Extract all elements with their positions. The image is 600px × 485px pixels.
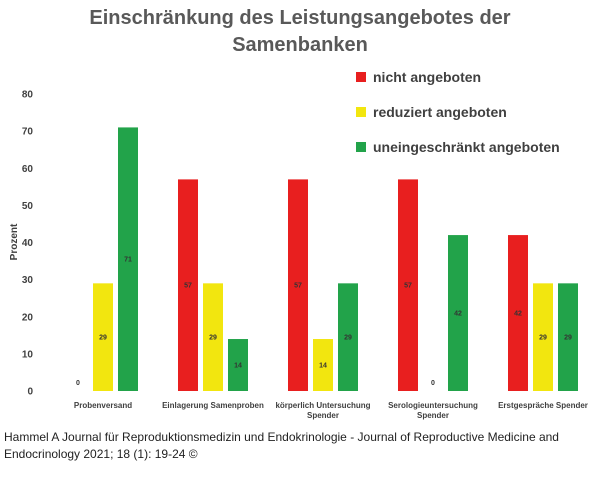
bar (288, 179, 308, 391)
bar-value-label: 29 (99, 335, 107, 342)
bar-value-label: 29 (539, 335, 547, 342)
y-tick-label: 80 (22, 90, 34, 101)
y-tick-label: 20 (22, 312, 34, 323)
x-axis-labels: Probenversand Einlagerung Samenproben körp… (74, 401, 588, 420)
bar (558, 283, 578, 391)
x-category-label: Einlagerung Samenproben (162, 401, 264, 410)
bar-value-label: 0 (431, 380, 435, 387)
bar (338, 283, 358, 391)
bar (203, 283, 223, 391)
legend-swatch (356, 142, 366, 152)
bar-value-label: 29 (344, 335, 352, 342)
bar (228, 339, 248, 391)
y-tick-label: 40 (22, 238, 34, 249)
x-category-label: Spender (417, 411, 449, 420)
x-category-label: Probenversand (74, 401, 132, 410)
bar-value-label: 29 (564, 335, 572, 342)
bar (178, 179, 198, 391)
bar-value-label: 29 (209, 335, 217, 342)
x-category-label: körperlich Untersuchung (275, 401, 370, 410)
y-tick-label: 50 (22, 201, 34, 212)
x-category-label: Spender (307, 411, 339, 420)
bar-chart: Einschränkung des Leistungsangebotes der… (9, 7, 588, 420)
bar (448, 235, 468, 391)
bar (313, 339, 333, 391)
bar-value-label: 42 (514, 311, 522, 318)
bar (508, 235, 528, 391)
bar (93, 283, 113, 391)
bar-value-label: 57 (404, 283, 412, 290)
bar (533, 283, 553, 391)
chart-title-line-2: Samenbanken (232, 34, 368, 56)
legend-swatch (356, 72, 366, 82)
y-axis-label: Prozent (9, 223, 20, 260)
x-category-label: Erstgespräche Spender (498, 401, 588, 410)
bar (398, 179, 418, 391)
bar-value-label: 57 (184, 283, 192, 290)
legend: nicht angeboten reduziert angeboten uneing… (356, 69, 560, 155)
bar-value-label: 14 (319, 363, 327, 370)
bar-series: 0 57 57 57 42 29 29 14 0 29 71 14 29 42 29 (76, 127, 578, 391)
bar-value-label: 14 (234, 363, 242, 370)
bar (118, 127, 138, 391)
legend-label: nicht angeboten (373, 69, 481, 85)
legend-swatch (356, 107, 366, 117)
y-tick-label: 10 (22, 349, 34, 360)
bar-value-label: 0 (76, 380, 80, 387)
chart-title-line-1: Einschränkung des Leistungsangebotes der (89, 7, 510, 29)
y-axis-ticks: 0 10 20 30 40 50 60 70 80 (22, 90, 34, 398)
bar-value-label: 57 (294, 283, 302, 290)
x-category-label: Serologieuntersuchung (388, 401, 478, 410)
legend-label: uneingeschränkt angeboten (373, 139, 560, 155)
y-tick-label: 70 (22, 127, 34, 138)
source-caption: Hammel A Journal für Reproduktionsmedizi… (4, 430, 559, 461)
y-tick-label: 60 (22, 164, 34, 175)
y-tick-label: 30 (22, 275, 34, 286)
legend-label: reduziert angeboten (373, 104, 507, 120)
y-tick-label: 0 (27, 387, 33, 398)
bar-value-label: 42 (454, 311, 462, 318)
bar-value-label: 71 (124, 257, 132, 264)
